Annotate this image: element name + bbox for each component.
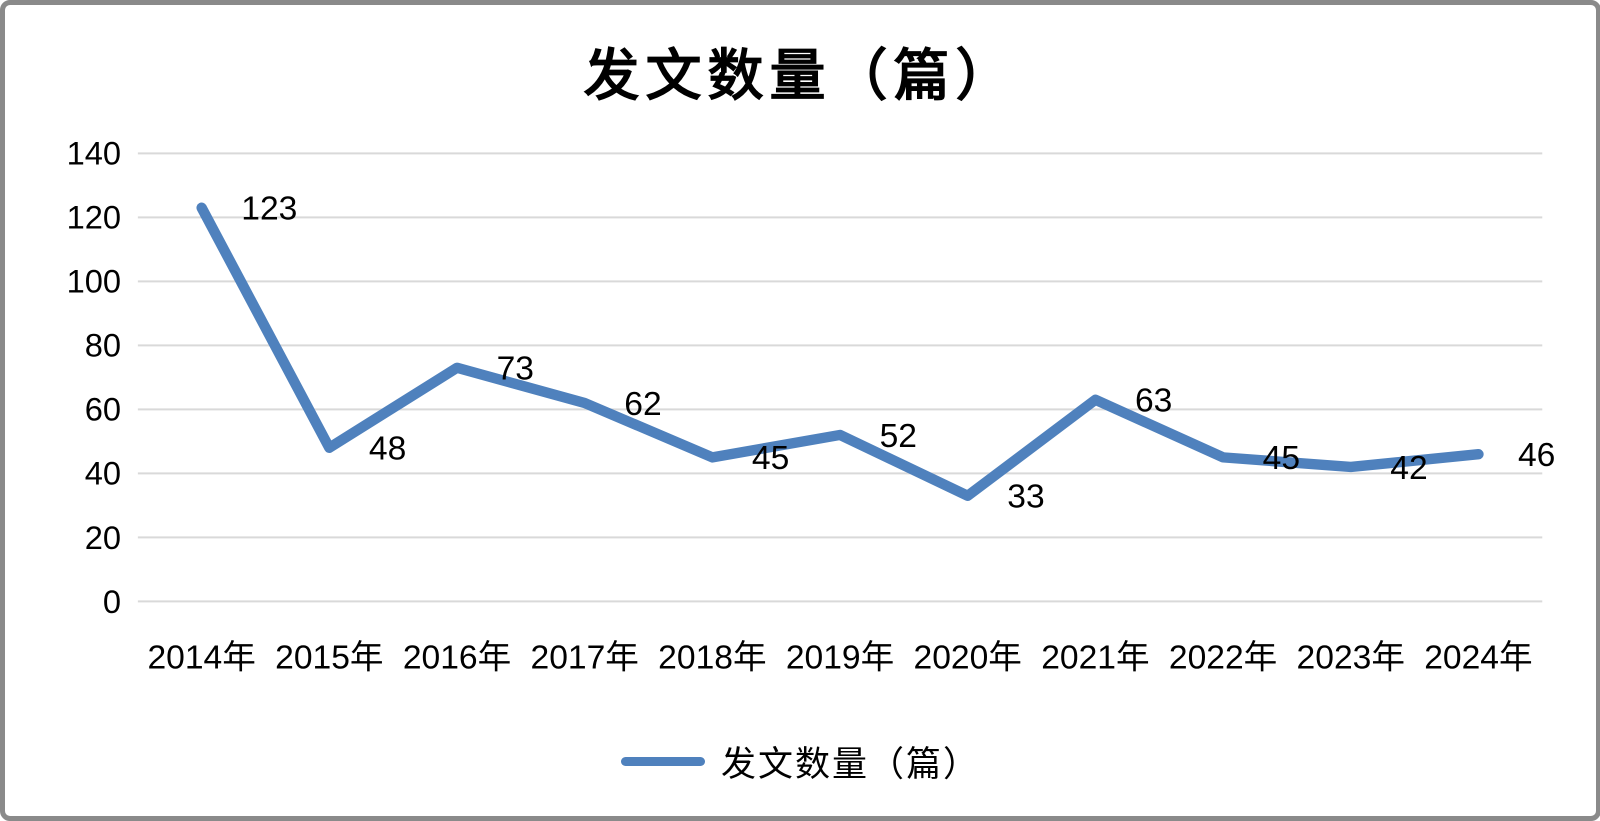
data-point-label: 45 [752,440,789,477]
x-axis-tick-label: 2014年 [147,639,255,677]
y-axis-tick-label: 100 [67,263,121,300]
legend: 发文数量（篇） [5,733,1596,789]
y-axis-tick-label: 80 [85,327,121,364]
y-axis-tick-label: 120 [67,199,121,236]
x-axis-tick-label: 2023年 [1297,639,1405,677]
data-point-label: 62 [624,386,661,423]
y-axis-tick-label: 140 [67,135,121,172]
data-point-label: 63 [1135,383,1172,420]
data-point-label: 48 [369,431,406,468]
series-line [196,202,1484,501]
x-axis-tick-label: 2015年 [275,639,383,677]
y-axis-tick-label: 40 [85,455,121,492]
data-point-label: 123 [241,191,297,228]
line-chart-plot-area: 0 20 40 60 80 100 120 140 2014年 2015年 2016年 2017年 20… [67,135,1556,677]
data-point-label: 46 [1518,437,1555,474]
x-axis-tick-label: 2022年 [1169,639,1277,677]
legend-line-swatch [620,756,705,766]
data-point-label: 52 [880,418,917,455]
y-axis-tick-label: 20 [85,519,121,556]
y-axis-tick-label: 0 [103,583,121,620]
data-point-label: 33 [1007,479,1044,516]
data-point-label: 73 [497,351,534,388]
x-axis-tick-label: 2024年 [1424,639,1532,677]
legend-label: 发文数量（篇） [720,744,980,784]
y-axis-tick-label: 60 [85,391,121,428]
x-axis-tick-label: 2016年 [403,639,511,677]
data-point-label: 45 [1263,440,1300,477]
x-axis-tick-label: 2018年 [658,639,766,677]
x-axis-tick-label: 2019年 [786,639,894,677]
x-axis-tick-label: 2021年 [1041,639,1149,677]
x-axis-tick-label: 2020年 [914,639,1022,677]
data-point-label: 42 [1390,450,1427,487]
x-axis-tick-label: 2017年 [531,639,639,677]
chart-title: 发文数量（篇） [583,46,1018,108]
